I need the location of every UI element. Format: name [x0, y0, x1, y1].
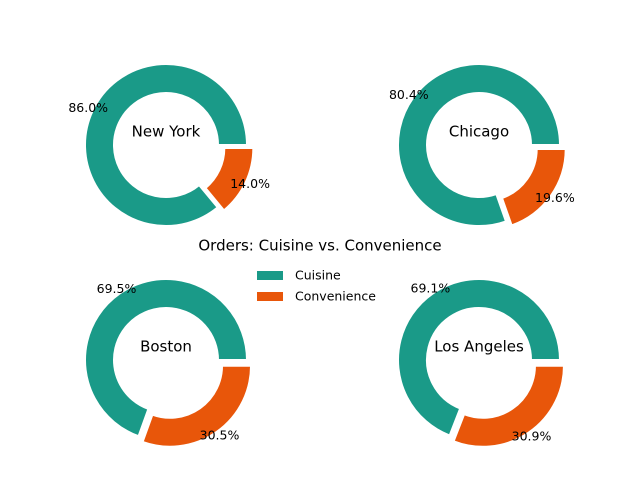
- donuts-layer: 86.0% 14.0% New York 80.4% 19.6% Chicago 69.5%…: [68, 63, 575, 448]
- chart-title: Orders: Cuisine vs. Convenience: [198, 237, 441, 255]
- city-label-chicago: Chicago: [449, 123, 509, 141]
- slice-chicago-convenience: [500, 148, 567, 227]
- slice-new-york-cuisine: [84, 63, 249, 227]
- pct-label-los-angeles-convenience: 30.9%: [512, 428, 552, 443]
- legend-swatch-convenience: [257, 292, 283, 301]
- pct-label-los-angeles-cuisine: 69.1%: [411, 281, 451, 296]
- pct-label-boston-convenience: 30.5%: [200, 428, 240, 443]
- slice-boston-cuisine: [84, 278, 249, 438]
- city-label-los-angeles: Los Angeles: [434, 338, 524, 356]
- city-label-boston: Boston: [140, 338, 192, 356]
- legend-label-cuisine: Cuisine: [295, 268, 341, 283]
- legend-label-convenience: Convenience: [295, 289, 376, 304]
- pct-label-new-york-cuisine: 86.0%: [68, 100, 108, 115]
- pct-label-chicago-convenience: 19.6%: [535, 190, 575, 205]
- slice-boston-convenience: [141, 364, 253, 448]
- donut-los-angeles: 69.1% 30.9% Los Angeles: [397, 278, 565, 448]
- donut-boston: 69.5% 30.5% Boston: [84, 278, 253, 448]
- pct-label-chicago-cuisine: 80.4%: [389, 87, 429, 102]
- donut-new-york: 86.0% 14.0% New York: [68, 63, 270, 227]
- slice-chicago-cuisine: [397, 63, 562, 227]
- city-label-new-york: New York: [132, 123, 201, 141]
- pct-label-boston-cuisine: 69.5%: [97, 281, 137, 296]
- legend: Cuisine Convenience: [257, 268, 376, 304]
- legend-swatch-cuisine: [257, 271, 283, 280]
- pct-label-new-york-convenience: 14.0%: [230, 176, 270, 191]
- donut-chicago: 80.4% 19.6% Chicago: [389, 63, 575, 227]
- slice-new-york-convenience: [204, 146, 255, 212]
- slice-los-angeles-convenience: [452, 364, 565, 448]
- slice-los-angeles-cuisine: [397, 278, 562, 437]
